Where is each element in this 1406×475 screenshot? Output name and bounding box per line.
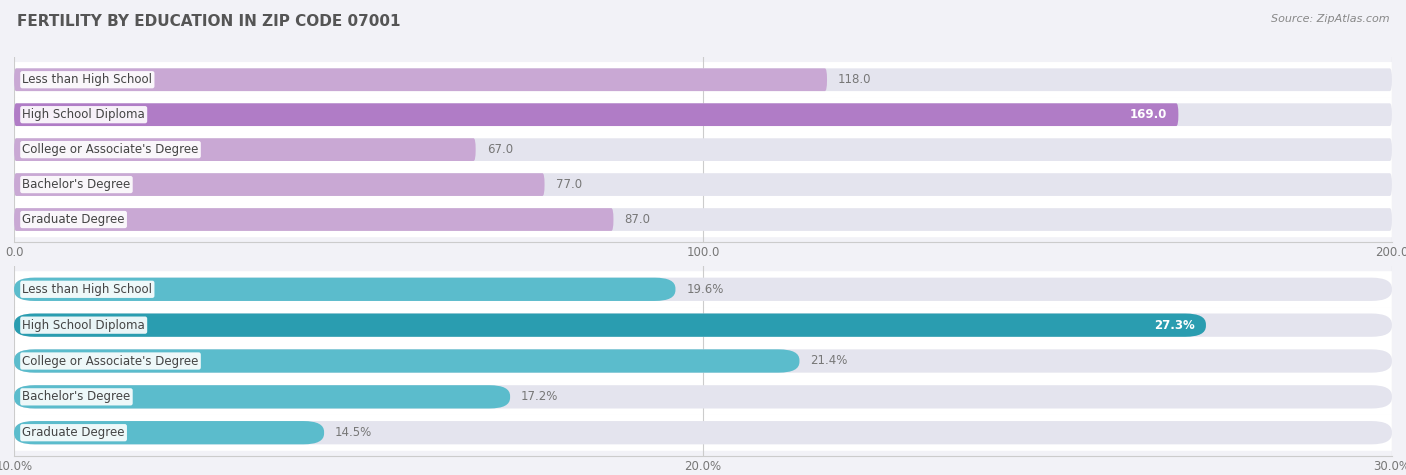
FancyBboxPatch shape: [14, 385, 510, 408]
FancyBboxPatch shape: [14, 208, 613, 231]
Text: 77.0: 77.0: [555, 178, 582, 191]
FancyBboxPatch shape: [14, 138, 475, 161]
FancyBboxPatch shape: [14, 104, 1392, 126]
Text: College or Associate's Degree: College or Associate's Degree: [22, 354, 198, 368]
Text: FERTILITY BY EDUCATION IN ZIP CODE 07001: FERTILITY BY EDUCATION IN ZIP CODE 07001: [17, 14, 401, 29]
FancyBboxPatch shape: [14, 62, 1392, 97]
Text: Less than High School: Less than High School: [22, 283, 152, 296]
FancyBboxPatch shape: [14, 314, 1206, 337]
FancyBboxPatch shape: [14, 385, 1392, 408]
Text: 169.0: 169.0: [1130, 108, 1167, 121]
Text: 87.0: 87.0: [624, 213, 651, 226]
FancyBboxPatch shape: [14, 307, 1392, 343]
Text: 14.5%: 14.5%: [335, 426, 373, 439]
Text: 19.6%: 19.6%: [686, 283, 724, 296]
Text: 27.3%: 27.3%: [1154, 319, 1195, 332]
FancyBboxPatch shape: [14, 104, 1178, 126]
Text: High School Diploma: High School Diploma: [22, 319, 145, 332]
Text: 118.0: 118.0: [838, 73, 872, 86]
FancyBboxPatch shape: [14, 278, 1392, 301]
FancyBboxPatch shape: [14, 421, 1392, 444]
FancyBboxPatch shape: [14, 314, 1392, 337]
FancyBboxPatch shape: [14, 421, 323, 444]
FancyBboxPatch shape: [14, 68, 827, 91]
FancyBboxPatch shape: [14, 173, 544, 196]
Text: 17.2%: 17.2%: [522, 390, 558, 403]
Text: Bachelor's Degree: Bachelor's Degree: [22, 390, 131, 403]
Text: Graduate Degree: Graduate Degree: [22, 213, 125, 226]
FancyBboxPatch shape: [14, 138, 1392, 161]
Text: College or Associate's Degree: College or Associate's Degree: [22, 143, 198, 156]
Text: Bachelor's Degree: Bachelor's Degree: [22, 178, 131, 191]
Text: 21.4%: 21.4%: [810, 354, 848, 368]
Text: 67.0: 67.0: [486, 143, 513, 156]
FancyBboxPatch shape: [14, 97, 1392, 133]
FancyBboxPatch shape: [14, 202, 1392, 237]
Text: High School Diploma: High School Diploma: [22, 108, 145, 121]
FancyBboxPatch shape: [14, 349, 1392, 373]
FancyBboxPatch shape: [14, 278, 675, 301]
FancyBboxPatch shape: [14, 167, 1392, 202]
FancyBboxPatch shape: [14, 173, 1392, 196]
FancyBboxPatch shape: [14, 343, 1392, 379]
FancyBboxPatch shape: [14, 349, 800, 373]
FancyBboxPatch shape: [14, 415, 1392, 451]
Text: Less than High School: Less than High School: [22, 73, 152, 86]
FancyBboxPatch shape: [14, 271, 1392, 307]
FancyBboxPatch shape: [14, 208, 1392, 231]
Text: Graduate Degree: Graduate Degree: [22, 426, 125, 439]
FancyBboxPatch shape: [14, 379, 1392, 415]
FancyBboxPatch shape: [14, 132, 1392, 167]
FancyBboxPatch shape: [14, 68, 1392, 91]
Text: Source: ZipAtlas.com: Source: ZipAtlas.com: [1271, 14, 1389, 24]
